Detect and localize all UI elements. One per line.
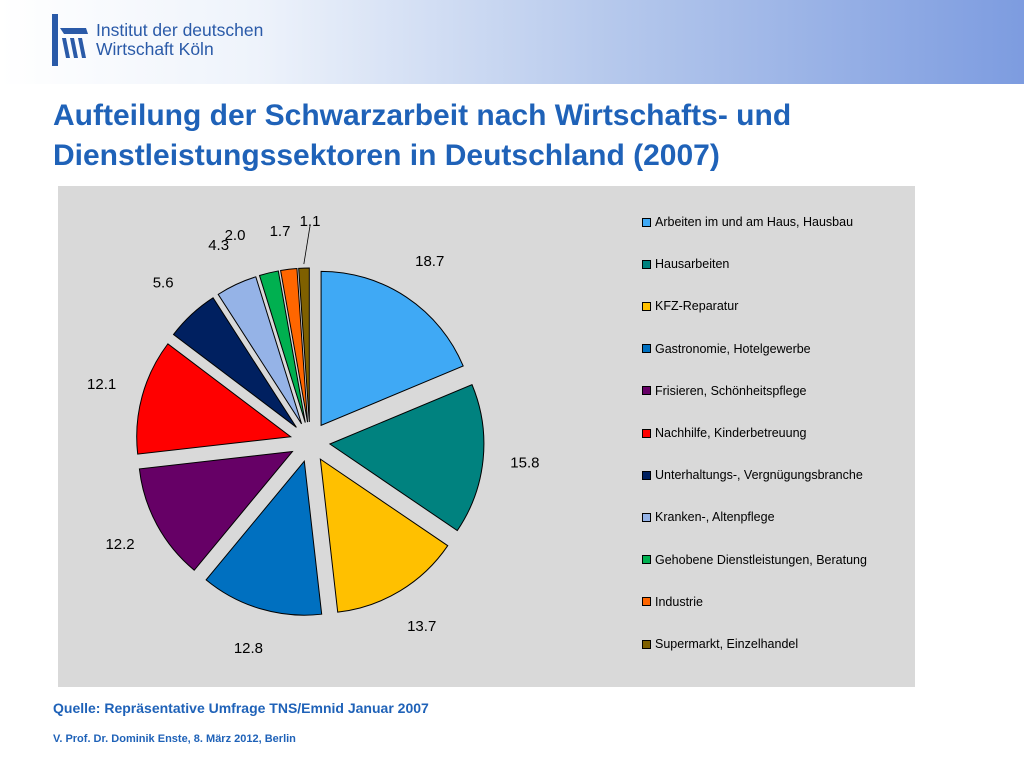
legend-swatch: [642, 428, 651, 438]
legend-label: Unterhaltungs-, Vergnügungsbranche: [655, 468, 863, 483]
iw-logo-icon: [52, 14, 88, 66]
footer-note: V. Prof. Dr. Dominik Enste, 8. März 2012…: [53, 733, 296, 745]
data-label: 4.3: [208, 237, 229, 254]
legend-label: Gehobene Dienstleistungen, Beratung: [655, 552, 867, 567]
legend-label: KFZ-Reparatur: [655, 299, 739, 314]
legend-label: Supermarkt, Einzelhandel: [655, 637, 799, 651]
legend-item: Unterhaltungs-, Vergnügungsbranche: [642, 467, 863, 483]
pie-slice: [280, 267, 309, 423]
legend-item: Arbeiten im und am Haus, Hausbau: [642, 214, 853, 230]
data-label: 12.8: [234, 640, 263, 657]
pie-slice: [298, 267, 310, 423]
data-label: 12.2: [105, 536, 134, 553]
chart-panel: 18.7 15.8 13.7 12.8 12.2 12.1 5.6 4.3 2.0 1.7 1.1 …: [58, 186, 915, 687]
legend-item: Industrie: [642, 594, 703, 610]
pie-slices: [136, 267, 485, 616]
data-label: 13.7: [407, 618, 436, 635]
pie-slice: [258, 270, 306, 423]
legend-item: Kranken-, Altenpflege: [642, 509, 775, 525]
pie-slice: [136, 343, 293, 455]
legend-item: Gehobene Dienstleistungen, Beratung: [642, 552, 867, 568]
legend-swatch: [642, 639, 651, 649]
data-label: 1.1: [300, 213, 321, 230]
slide-title-line-2: Dienstleistungssektoren in Deutschland (…: [53, 139, 720, 172]
slide-title: Aufteilung der Schwarzarbeit nach Wirtsc…: [53, 96, 993, 176]
pie-labels: 18.7 15.8 13.7 12.8 12.2 12.1 5.6 4.32.0 1.7 1.1: [87, 213, 539, 657]
legend-item: Supermarkt, Einzelhandel: [642, 636, 798, 652]
legend-swatch: [642, 301, 651, 311]
legend-swatch: [642, 386, 651, 396]
legend-item: Nachhilfe, Kinderbetreuung: [642, 425, 807, 441]
legend-swatch: [642, 344, 651, 354]
legend-item: Frisieren, Schönheitspflege: [642, 383, 806, 399]
legend-item: Gastronomie, Hotelgewerbe: [642, 341, 811, 357]
legend-swatch: [642, 597, 651, 607]
header-band: [0, 0, 1024, 84]
data-label: 1.7: [270, 223, 291, 240]
data-label: 15.8: [510, 455, 539, 472]
slide-title-line-1: Aufteilung der Schwarzarbeit nach Wirtsc…: [53, 99, 792, 132]
logo-text: Institut der deutschen Wirtschaft Köln: [96, 21, 263, 59]
legend-swatch: [642, 555, 651, 565]
legend-label: Frisieren, Schönheitspflege: [655, 383, 807, 398]
legend-label: Nachhilfe, Kinderbetreuung: [655, 426, 807, 440]
legend-label: Kranken-, Altenpflege: [655, 510, 775, 525]
legend-item: KFZ-Reparatur: [642, 298, 738, 314]
legend-swatch: [642, 470, 651, 480]
pie-slice: [138, 450, 294, 571]
data-label: 5.6: [153, 275, 174, 292]
legend-swatch: [642, 217, 651, 227]
legend-label: Industrie: [655, 594, 703, 609]
iw-logo: Institut der deutschen Wirtschaft Köln: [52, 14, 312, 70]
data-label: 18.7: [415, 253, 444, 270]
logo-line-2: Wirtschaft Köln: [96, 39, 214, 59]
legend-item: Hausarbeiten: [642, 256, 729, 272]
legend-swatch: [642, 259, 651, 269]
data-label: 12.1: [87, 376, 116, 393]
pie-slice: [217, 276, 303, 425]
legend-label: Arbeiten im und am Haus, Hausbau: [655, 215, 854, 229]
pie-slice: [205, 459, 323, 616]
legend-label: Hausarbeiten: [655, 257, 730, 272]
legend-label: Gastronomie, Hotelgewerbe: [655, 341, 811, 356]
data-label: 2.0: [225, 227, 246, 244]
logo-line-1: Institut der deutschen: [96, 20, 264, 40]
source-note: Quelle: Repräsentative Umfrage TNS/Emnid…: [53, 700, 429, 716]
pie-slice: [320, 270, 464, 427]
leader-line: [303, 225, 311, 265]
legend-swatch: [642, 512, 651, 522]
pie-slice: [319, 458, 449, 613]
pie-leaders: [303, 225, 311, 265]
pie-slice: [172, 297, 297, 428]
pie-chart: 18.7 15.8 13.7 12.8 12.2 12.1 5.6 4.32.0 1.7 1.1: [87, 213, 539, 657]
pie-slice: [328, 383, 485, 532]
